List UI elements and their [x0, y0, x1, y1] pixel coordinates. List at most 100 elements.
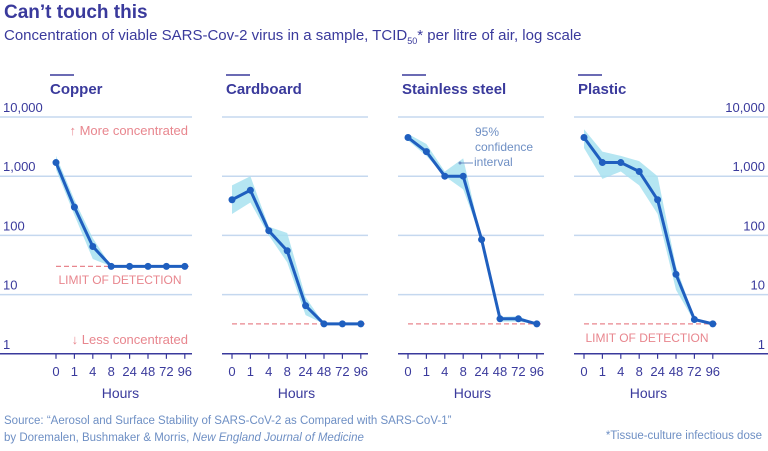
more-concentrated-label: ↑ More concentrated: [69, 123, 188, 138]
data-point: [496, 315, 504, 323]
x-tick-label: 8: [284, 364, 291, 379]
x-tick-label: 24: [650, 364, 664, 379]
data-point: [265, 227, 273, 235]
source-authors: by Doremalen, Bushmaker & Morris,: [4, 432, 193, 444]
data-point: [709, 320, 717, 328]
data-point: [533, 320, 541, 328]
data-point: [690, 315, 698, 323]
data-point: [338, 320, 346, 328]
data-point: [107, 262, 115, 270]
data-point: [302, 302, 310, 310]
x-tick-label: 1: [423, 364, 430, 379]
data-point: [52, 159, 60, 167]
data-point: [580, 134, 588, 142]
subtitle-text-end: * per litre of air, log scale: [417, 27, 582, 44]
x-tick-label: 72: [159, 364, 173, 379]
series-line: [407, 136, 538, 326]
data-point: [478, 236, 486, 244]
panel-title: Cardboard: [226, 81, 302, 98]
data-point: [70, 203, 78, 211]
x-tick-label: 48: [493, 364, 507, 379]
y-tick-label-left: 1: [3, 337, 10, 352]
panel-title: Stainless steel: [402, 81, 506, 98]
data-point: [404, 134, 412, 142]
data-point: [598, 159, 606, 167]
data-point: [672, 270, 680, 278]
source-note: Source: “Aerosol and Surface Stability o…: [4, 413, 451, 447]
source-line-2: by Doremalen, Bushmaker & Morris, New En…: [4, 430, 451, 447]
subtitle-text: Concentration of viable SARS-Cov-2 virus…: [4, 27, 408, 44]
x-tick-label: 24: [474, 364, 488, 379]
x-tick-label: 4: [89, 364, 96, 379]
data-point: [441, 172, 449, 180]
y-tick-label-left: 1,000: [3, 159, 36, 174]
limit-of-detection-label: LIMIT OF DETECTION: [58, 273, 181, 287]
x-tick-label: 8: [108, 364, 115, 379]
y-tick-label-left: 10: [3, 278, 17, 293]
y-tick-label-left: 100: [3, 218, 25, 233]
y-tick-label-left: 10,000: [3, 100, 43, 115]
panel-title: Plastic: [578, 81, 626, 98]
x-tick-label: 0: [404, 364, 411, 379]
x-tick-label: 72: [511, 364, 525, 379]
x-tick-label: 1: [71, 364, 78, 379]
data-point: [89, 242, 97, 250]
chart-title: Can’t touch this: [4, 2, 148, 23]
y-tick-label-right: 10: [751, 278, 765, 293]
ci-annotation-line: interval: [474, 155, 513, 169]
panel-title: Copper: [50, 81, 103, 98]
x-tick-label: 0: [580, 364, 587, 379]
ci-annotation-dot: [458, 161, 462, 165]
data-point: [283, 247, 291, 255]
x-tick-label: 24: [122, 364, 136, 379]
x-axis-label: Hours: [630, 385, 667, 401]
x-tick-label: 96: [178, 364, 192, 379]
x-tick-label: 0: [228, 364, 235, 379]
confidence-band: [408, 133, 537, 324]
x-tick-label: 48: [669, 364, 683, 379]
x-tick-label: 4: [265, 364, 272, 379]
subtitle-subscript: 50: [407, 36, 418, 46]
x-tick-label: 48: [141, 364, 155, 379]
y-tick-label-right: 1,000: [732, 159, 765, 174]
x-tick-label: 72: [335, 364, 349, 379]
data-point: [654, 196, 662, 204]
ci-annotation-line: 95%: [475, 125, 499, 139]
data-point: [246, 186, 254, 194]
data-point: [126, 262, 134, 270]
data-point: [635, 168, 643, 176]
x-tick-label: 1: [599, 364, 606, 379]
ci-annotation-line: confidence: [475, 140, 533, 154]
y-tick-label-right: 10,000: [725, 100, 765, 115]
chart-subtitle: Concentration of viable SARS-Cov-2 virus…: [4, 27, 582, 46]
y-tick-label-right: 100: [743, 218, 765, 233]
x-tick-label: 48: [317, 364, 331, 379]
x-tick-label: 24: [298, 364, 312, 379]
footnote: *Tissue-culture infectious dose: [605, 430, 762, 442]
x-tick-label: 0: [52, 364, 59, 379]
source-line-1: Source: “Aerosol and Surface Stability o…: [4, 415, 452, 427]
x-tick-label: 96: [354, 364, 368, 379]
x-axis-label: Hours: [454, 385, 491, 401]
data-point: [514, 315, 522, 323]
x-tick-label: 1: [247, 364, 254, 379]
data-point: [144, 262, 152, 270]
x-tick-label: 96: [706, 364, 720, 379]
x-tick-label: 72: [687, 364, 701, 379]
x-axis-label: Hours: [278, 385, 315, 401]
x-tick-label: 4: [441, 364, 448, 379]
data-point: [422, 148, 430, 156]
x-axis-label: Hours: [102, 385, 139, 401]
data-point: [162, 262, 170, 270]
data-point: [320, 320, 328, 328]
data-point: [228, 196, 236, 204]
x-tick-label: 8: [636, 364, 643, 379]
x-tick-label: 4: [617, 364, 624, 379]
x-tick-label: 8: [460, 364, 467, 379]
series-line: [231, 188, 361, 326]
confidence-band: [232, 176, 361, 324]
data-point: [181, 262, 189, 270]
y-tick-label-right: 1: [758, 337, 765, 352]
x-tick-label: 96: [530, 364, 544, 379]
